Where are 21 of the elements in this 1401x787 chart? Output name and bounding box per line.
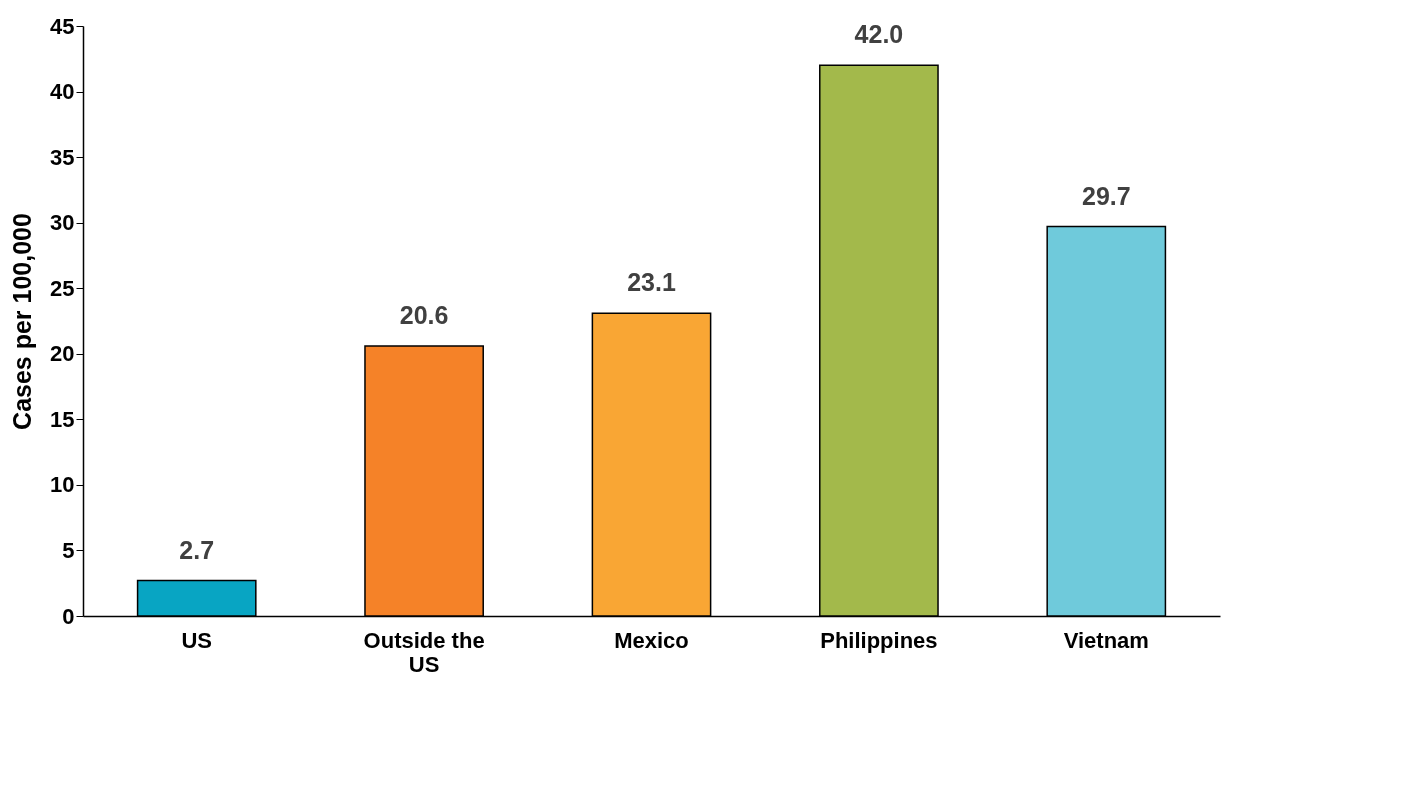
y-tick-label: 35	[50, 144, 75, 170]
y-tick-label: 40	[50, 79, 75, 105]
data-label: 23.1	[627, 268, 676, 297]
data-label: 29.7	[1081, 181, 1131, 210]
data-label: 2.7	[179, 535, 215, 564]
y-tick-label: 45	[50, 13, 75, 39]
y-tick-label: 30	[50, 210, 75, 236]
y-tick-label: 5	[62, 537, 75, 563]
y-tick-label: 15	[50, 406, 75, 432]
x-tick-label: Outside the US	[363, 627, 485, 677]
y-tick-label: 0	[62, 603, 75, 629]
x-tick-label: Vietnam	[1063, 627, 1149, 653]
y-tick-label: 25	[50, 275, 75, 301]
x-tick-label: Mexico	[614, 627, 689, 653]
x-tick-label: Philippines	[820, 627, 938, 653]
data-label: 42.0	[854, 20, 904, 49]
data-label: 20.6	[399, 300, 449, 329]
y-axis-title: Cases per 100,000	[8, 213, 37, 430]
x-tick-label: US	[181, 627, 212, 653]
y-tick-label: 10	[50, 472, 75, 498]
y-tick-label: 20	[50, 341, 75, 367]
